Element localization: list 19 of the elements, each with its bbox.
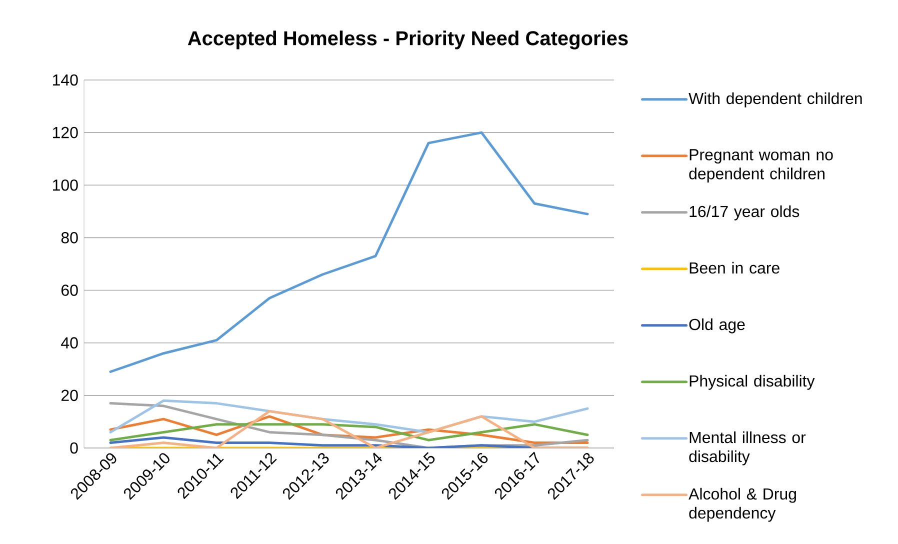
- legend-label: Physical disability: [690, 374, 815, 390]
- y-tick-label: 40: [61, 337, 78, 349]
- y-tick-label: 100: [53, 179, 78, 191]
- legend-label: Pregnant woman no dependent children: [689, 149, 833, 183]
- y-tick-label: 140: [53, 74, 78, 86]
- y-tick-label: 0: [70, 442, 78, 454]
- legend-label: With dependent children: [688, 92, 862, 108]
- y-tick-label: 60: [61, 284, 78, 296]
- y-tick-label: 20: [61, 390, 78, 402]
- legend-label: 16/17 year olds: [690, 205, 800, 220]
- chart-title: Accepted Homeless - Priority Need Categories: [188, 30, 628, 50]
- legend-label: Mental illness or disability: [689, 431, 806, 466]
- legend-label: Alcohol & Drug dependency: [688, 488, 796, 522]
- legend-label: Been in care: [690, 262, 780, 274]
- line-series: [109, 410, 589, 448]
- y-tick-label: 80: [61, 232, 78, 244]
- line-series: [109, 131, 589, 374]
- legend-label: Old age: [689, 318, 745, 334]
- y-tick-label: 120: [53, 126, 78, 138]
